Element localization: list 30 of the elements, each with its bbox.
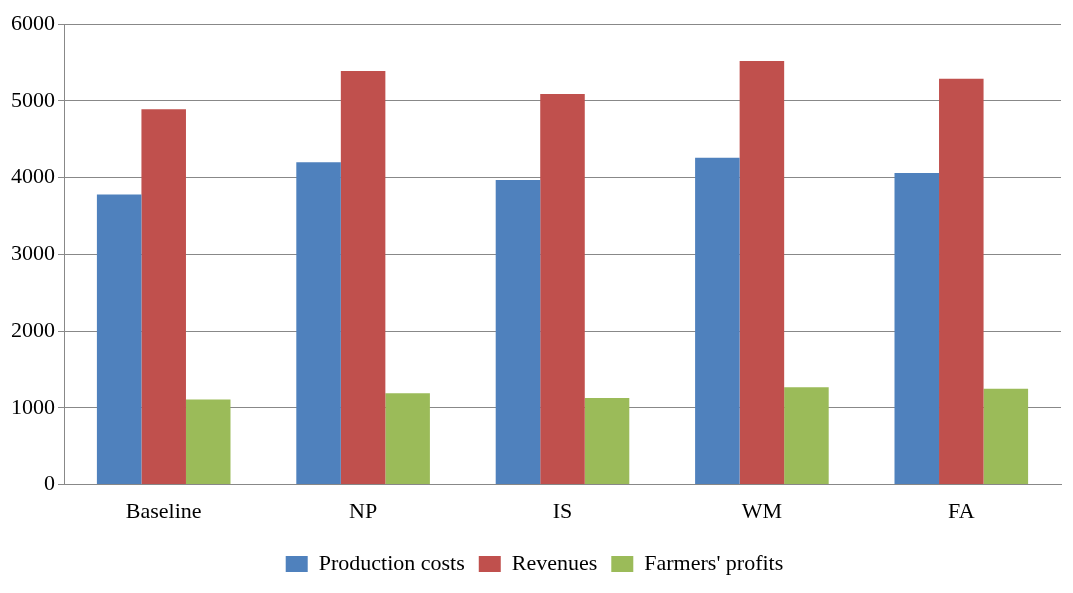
legend-label: Farmers' profits [644, 549, 784, 575]
y-tick-label: 0 [44, 470, 55, 496]
y-tick-label: 2000 [11, 316, 55, 342]
y-tick-label: 1000 [11, 393, 55, 419]
bar [495, 179, 541, 485]
y-tick-label: 5000 [11, 86, 55, 112]
bar [584, 397, 630, 485]
legend-label: Production costs [318, 549, 465, 575]
bar [141, 109, 186, 485]
y-tick-label: 3000 [11, 240, 55, 266]
x-tick-label: WM [741, 497, 783, 523]
bar [340, 71, 386, 485]
bar [385, 393, 430, 485]
bar [939, 78, 984, 485]
x-tick-label: IS [552, 497, 573, 523]
bar [894, 173, 940, 485]
legend-label: Revenues [511, 549, 598, 575]
bar [784, 387, 829, 485]
bar [296, 162, 341, 485]
bar [96, 194, 142, 485]
bar [739, 61, 785, 485]
bar [185, 399, 231, 485]
x-tick-label: Baseline [125, 497, 202, 523]
y-tick-label: 6000 [11, 9, 55, 35]
x-tick-label: NP [349, 497, 378, 523]
x-tick-label: FA [948, 497, 975, 523]
bar [695, 157, 740, 485]
bar [983, 388, 1029, 485]
y-tick-label: 4000 [11, 163, 55, 189]
bar [540, 94, 585, 485]
